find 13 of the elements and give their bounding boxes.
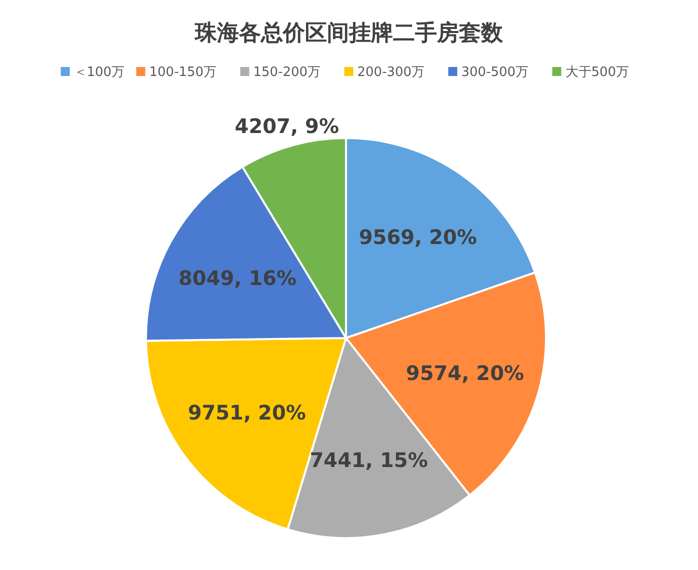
legend-label: 100-150万: [149, 65, 217, 80]
legend-label: 大于500万: [565, 65, 630, 80]
data-label: 9751, 20%: [188, 400, 306, 424]
chart-title: 珠海各总价区间挂牌二手房套数: [194, 20, 504, 46]
legend-label: 300-500万: [461, 65, 529, 80]
data-label: 8049, 16%: [178, 266, 297, 290]
legend-label: ＜100万: [74, 65, 125, 80]
data-label: 4207, 9%: [234, 114, 339, 138]
legend-label: 150-200万: [253, 65, 321, 80]
data-label: 9569, 20%: [358, 224, 477, 249]
data-label: 7441, 15%: [310, 448, 428, 472]
legend-label: 200-300万: [357, 65, 425, 80]
data-label: 9574, 20%: [406, 360, 524, 385]
